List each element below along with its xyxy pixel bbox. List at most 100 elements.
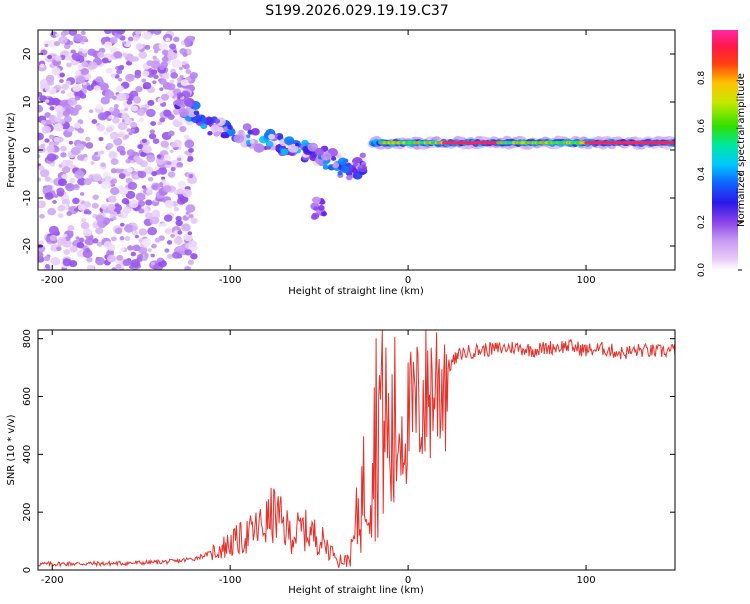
heatmap-cell	[117, 65, 125, 71]
heatmap-cell	[76, 241, 85, 249]
heatmap-cell	[135, 158, 144, 165]
heatmap-cell	[65, 80, 71, 86]
heatmap-cell	[63, 115, 72, 123]
heatmap-cell	[72, 197, 80, 205]
heatmap-cell	[108, 115, 113, 119]
heatmap-cell	[50, 257, 61, 266]
heatmap-cell	[75, 236, 80, 240]
heatmap-cell	[74, 184, 79, 188]
heatmap-cell	[63, 248, 71, 255]
heatmap-cell	[50, 162, 55, 168]
heatmap-cell	[121, 197, 130, 205]
heatmap-cell	[60, 90, 66, 94]
heatmap-cell	[104, 41, 113, 49]
heatmap-cell	[142, 145, 152, 154]
heatmap-cell	[56, 246, 62, 252]
heatmap-cell	[68, 140, 74, 145]
heatmap-cell	[138, 228, 148, 236]
heatmap-cell	[159, 87, 164, 91]
x-tick-label: 100	[576, 575, 595, 586]
heatmap-cell	[98, 136, 104, 142]
heatmap-cell	[184, 97, 195, 107]
snr-frame	[37, 329, 676, 571]
heatmap-cell	[69, 230, 74, 235]
heatmap-cell	[167, 51, 177, 61]
heatmap-cell	[95, 227, 104, 235]
heatmap-cell	[123, 107, 129, 112]
heatmap-cell	[214, 118, 221, 124]
heatmap-cell	[86, 210, 92, 215]
snr-series-line	[38, 330, 675, 568]
colorbar-tick-label: 0.8	[697, 71, 707, 86]
heatmap-cell	[338, 157, 348, 166]
heatmap-cell	[59, 72, 65, 78]
heatmap-cell	[38, 132, 44, 141]
heatmap-cell	[163, 214, 173, 222]
heatmap-cell	[111, 267, 117, 270]
heatmap-cell	[106, 142, 114, 149]
heatmap-cell	[128, 200, 139, 209]
heatmap-cell	[151, 170, 158, 177]
heatmap-cell	[74, 95, 81, 101]
heatmap-cell	[146, 154, 156, 163]
heatmap-cell	[48, 114, 57, 122]
heatmap-cell	[246, 134, 251, 138]
heatmap-cell	[38, 154, 41, 158]
heatmap-cell	[175, 219, 183, 227]
heatmap-cell	[67, 97, 78, 106]
heatmap-cell	[127, 181, 138, 190]
heatmap-cell	[105, 126, 113, 133]
heatmap-cell	[346, 162, 351, 167]
heatmap-cell	[54, 105, 65, 114]
heatmap-cell	[154, 237, 161, 243]
heatmap-cell	[173, 190, 178, 195]
spectrogram-heatmap	[38, 30, 675, 270]
heatmap-cell	[250, 128, 260, 136]
heatmap-cell	[130, 159, 135, 164]
heatmap-cell	[100, 96, 110, 105]
heatmap-cell	[161, 56, 169, 63]
snr-y-label: SNR (10 * v/v)	[6, 414, 17, 485]
heatmap-cell	[122, 259, 131, 267]
heatmap-cell	[131, 230, 138, 236]
heatmap-cell	[66, 62, 72, 68]
heatmap-cell	[71, 52, 81, 61]
heatmap-cell	[180, 79, 189, 87]
heatmap-cell	[190, 217, 198, 224]
heatmap-cell	[169, 79, 175, 84]
heatmap-cell	[91, 119, 98, 125]
x-tick-label: -100	[219, 275, 242, 286]
heatmap-cell	[167, 253, 174, 259]
spectrogram-y-ticks: -20 -10 0 10 20	[22, 48, 675, 254]
x-tick-label: 0	[405, 275, 411, 286]
y-tick-label: 600	[22, 387, 33, 406]
heatmap-cell	[114, 227, 123, 235]
heatmap-cell	[109, 37, 118, 44]
heatmap-cell	[45, 74, 55, 83]
heatmap-cell	[44, 43, 49, 48]
colorbar-tick-label: 0.4	[697, 167, 707, 182]
heatmap-cell	[86, 256, 93, 263]
heatmap-cell	[159, 65, 165, 71]
heatmap-cell	[154, 49, 159, 54]
heatmap-cell	[153, 74, 159, 80]
heatmap-cell	[159, 117, 166, 123]
heatmap-cell	[200, 123, 208, 130]
heatmap-cell	[187, 156, 194, 162]
heatmap-cell	[142, 81, 152, 90]
spectrogram-x-ticks: -200 -100 0 100	[41, 30, 596, 286]
heatmap-cell	[74, 170, 85, 179]
heatmap-cell	[163, 109, 172, 117]
heatmap-cell	[124, 235, 131, 241]
heatmap-cell	[184, 150, 189, 155]
heatmap-cell	[38, 250, 44, 260]
heatmap-cell	[185, 69, 192, 75]
heatmap-cell	[141, 70, 150, 77]
heatmap-cell	[187, 231, 193, 236]
snr-y-ticks: 0 200 400 600 800	[22, 329, 675, 573]
heatmap-cell	[322, 164, 329, 170]
heatmap-cell	[43, 255, 51, 262]
heatmap-cell	[139, 51, 147, 58]
heatmap-cell	[226, 129, 231, 134]
heatmap-cell	[110, 73, 116, 78]
